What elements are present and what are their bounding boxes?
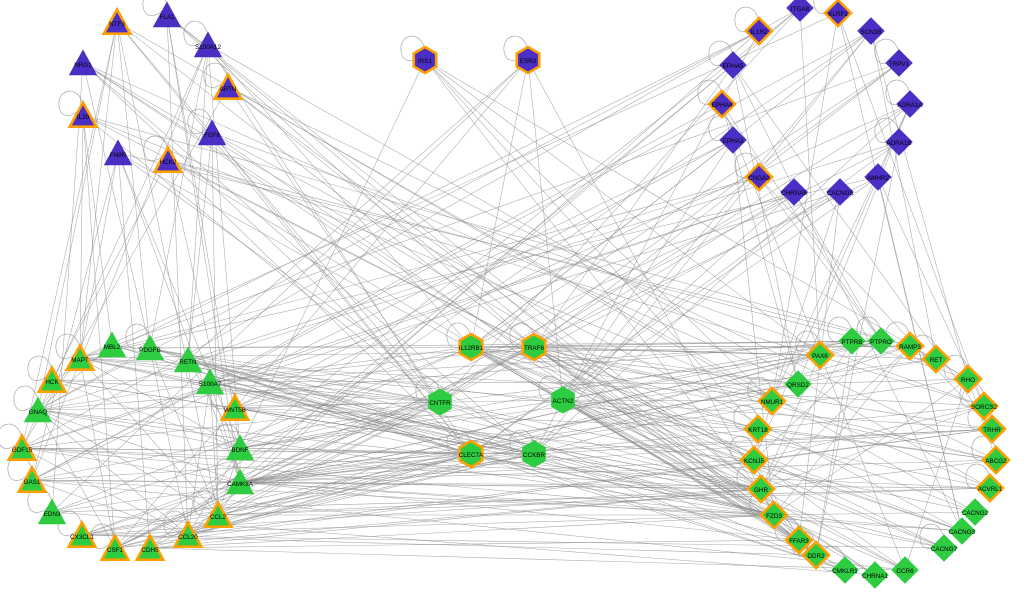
svg-text:KCNJ5: KCNJ5 (744, 458, 764, 465)
svg-text:WNT5B: WNT5B (224, 407, 246, 414)
svg-text:CAMKIIA: CAMKIIA (227, 481, 254, 488)
svg-text:NMUR1: NMUR1 (761, 399, 784, 406)
svg-text:CHRNA5: CHRNA5 (781, 190, 807, 197)
svg-text:AMHR2: AMHR2 (867, 175, 890, 182)
svg-text:TRHR: TRHR (983, 427, 1001, 434)
svg-text:GNAQ: GNAQ (29, 409, 48, 416)
svg-text:PTPRO: PTPRO (870, 339, 892, 346)
svg-text:CNGA3: CNGA3 (748, 175, 770, 182)
svg-text:S100A7: S100A7 (199, 381, 222, 388)
svg-text:IL12RB1: IL12RB1 (459, 345, 484, 352)
svg-text:IL1R2: IL1R2 (751, 29, 768, 36)
svg-text:SORCS2: SORCS2 (971, 404, 997, 411)
svg-text:GHR: GHR (754, 487, 768, 494)
svg-text:HCK2: HCK2 (160, 159, 177, 166)
svg-text:ARTN: ARTN (219, 86, 236, 93)
svg-text:PTPRB: PTPRB (842, 339, 863, 346)
svg-text:EPHA5: EPHA5 (723, 63, 744, 70)
svg-text:KLRF1: KLRF1 (828, 11, 848, 18)
svg-text:EDN3: EDN3 (44, 511, 61, 518)
svg-text:PAX8: PAX8 (812, 353, 828, 360)
svg-text:CCKBR: CCKBR (523, 452, 545, 459)
svg-text:EPHA4: EPHA4 (712, 102, 733, 109)
svg-text:CACNG7: CACNG7 (931, 546, 958, 553)
svg-text:ITGA8: ITGA8 (791, 6, 810, 13)
svg-text:CHRNA1: CHRNA1 (862, 573, 888, 580)
svg-text:RET: RET (930, 357, 943, 364)
svg-text:CCR6: CCR6 (896, 568, 914, 575)
svg-text:CCL20: CCL20 (178, 534, 198, 541)
svg-text:GAS1: GAS1 (24, 479, 41, 486)
svg-text:MAPT: MAPT (71, 357, 89, 364)
svg-text:CSF1: CSF1 (107, 547, 124, 554)
svg-text:IRS1: IRS1 (418, 58, 432, 65)
svg-text:RHO: RHO (961, 377, 975, 384)
svg-text:SCN3B: SCN3B (861, 29, 882, 36)
svg-text:CLEC7A: CLEC7A (459, 452, 484, 459)
svg-text:BDNF: BDNF (231, 447, 248, 454)
svg-text:KRT18: KRT18 (748, 427, 768, 434)
svg-text:QRSD2: QRSD2 (787, 382, 809, 389)
svg-text:FN8R: FN8R (110, 152, 127, 159)
svg-text:PDGFB: PDGFB (139, 347, 161, 354)
svg-text:CACNG2: CACNG2 (962, 510, 989, 517)
svg-text:CX3CL1: CX3CL1 (70, 534, 94, 541)
svg-text:CNTFR: CNTFR (429, 400, 451, 407)
svg-text:NTF3: NTF3 (109, 21, 125, 28)
svg-text:FLA1: FLA1 (159, 14, 175, 21)
svg-text:EPHA3: EPHA3 (723, 138, 744, 145)
svg-text:IL20: IL20 (77, 114, 90, 121)
svg-text:GDF15: GDF15 (12, 447, 33, 454)
svg-text:FGF6: FGF6 (204, 132, 221, 139)
svg-text:NRG1: NRG1 (74, 62, 92, 69)
svg-text:CCL2: CCL2 (210, 514, 227, 521)
svg-text:FZD3: FZD3 (766, 513, 782, 520)
svg-text:TRPV1: TRPV1 (889, 61, 910, 68)
svg-text:ACTN2: ACTN2 (553, 398, 574, 405)
svg-text:ACVRL1: ACVRL1 (978, 486, 1003, 493)
svg-text:CDH5: CDH5 (141, 547, 159, 554)
svg-text:TRAF6: TRAF6 (524, 345, 544, 352)
svg-text:ESR2: ESR2 (520, 58, 537, 65)
svg-text:ABCG2: ABCG2 (985, 458, 1007, 465)
svg-text:DDR2: DDR2 (807, 553, 825, 560)
svg-text:ADRA1B: ADRA1B (886, 140, 911, 147)
svg-text:CACNG5: CACNG5 (827, 190, 854, 197)
svg-text:FFAR3: FFAR3 (789, 538, 809, 545)
svg-text:MBL2: MBL2 (104, 344, 121, 351)
svg-text:RAMP3: RAMP3 (899, 344, 921, 351)
svg-text:CMKLR1: CMKLR1 (832, 568, 858, 575)
svg-text:CACNG3: CACNG3 (949, 529, 976, 536)
svg-text:RETN: RETN (179, 359, 197, 366)
svg-text:HCK: HCK (45, 379, 59, 386)
svg-text:ADRA1A: ADRA1A (897, 102, 923, 109)
svg-text:S100A12: S100A12 (195, 44, 221, 51)
